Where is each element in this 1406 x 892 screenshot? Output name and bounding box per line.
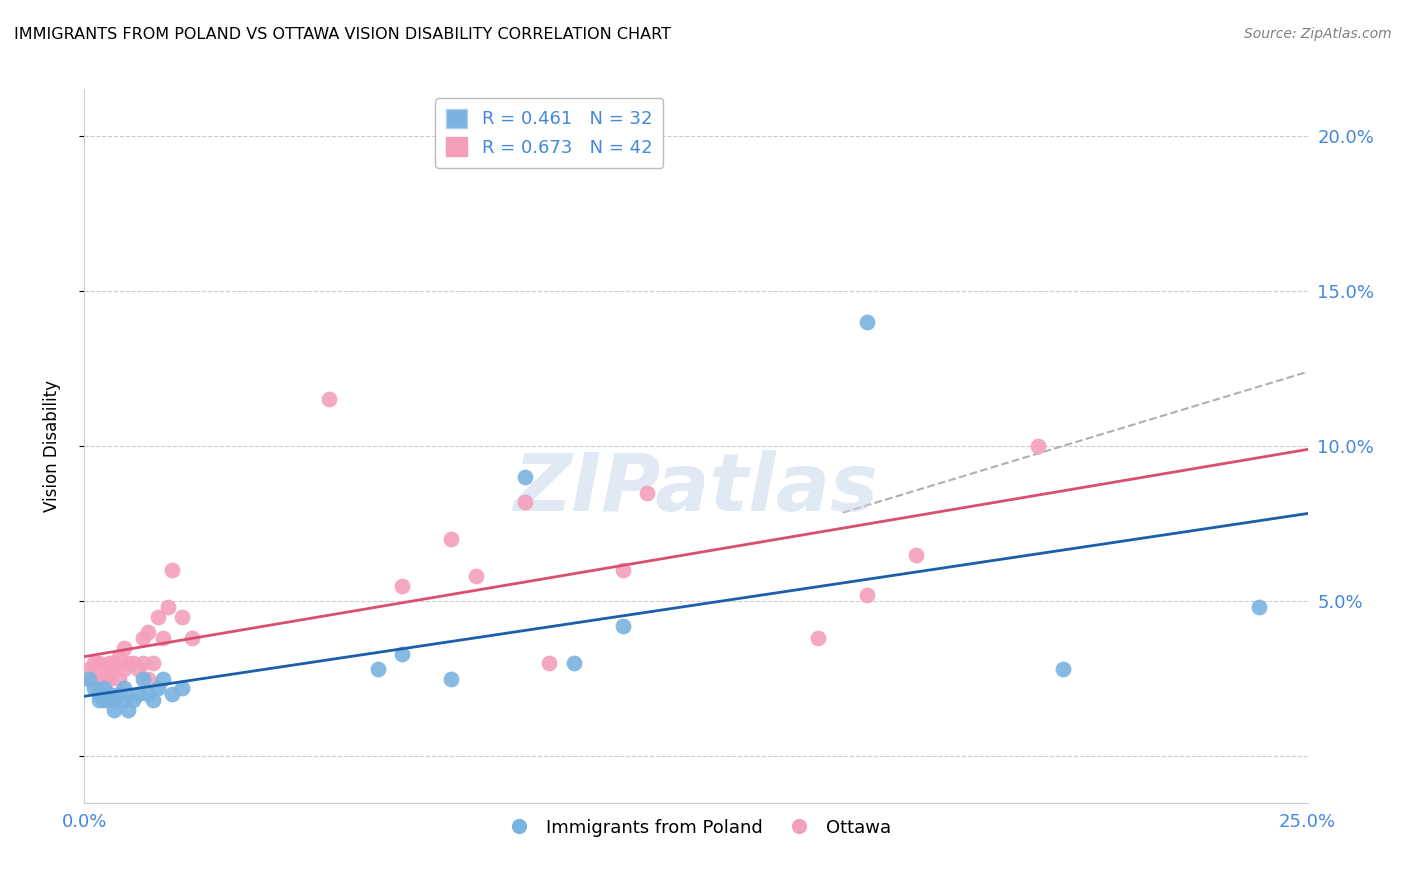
Point [562,656,585,670]
Point [107,687,129,701]
Point [97,687,120,701]
Point [513,470,536,484]
Point [856,588,879,602]
Point [122,693,145,707]
Point [97,693,120,707]
Point [636,485,658,500]
Point [127,687,149,701]
Point [83,656,105,670]
Point [112,693,135,707]
Point [93,693,115,707]
Point [905,548,928,562]
Point [87,687,110,701]
Point [87,656,110,670]
Point [440,672,463,686]
Point [77,662,100,676]
Point [103,656,125,670]
Legend: Immigrants from Poland, Ottawa: Immigrants from Poland, Ottawa [494,812,898,844]
Point [612,563,634,577]
Point [103,662,125,676]
Point [146,609,169,624]
Point [172,609,194,624]
Point [162,687,184,701]
Point [152,632,174,646]
Point [112,681,135,695]
Point [93,681,115,695]
Point [136,672,159,686]
Point [612,619,634,633]
Point [112,662,135,676]
Point [117,656,139,670]
Point [127,662,149,676]
Point [136,625,159,640]
Point [391,579,413,593]
Point [97,656,120,670]
Text: IMMIGRANTS FROM POLAND VS OTTAWA VISION DISABILITY CORRELATION CHART: IMMIGRANTS FROM POLAND VS OTTAWA VISION … [14,27,671,42]
Point [142,693,165,707]
Point [1052,662,1074,676]
Y-axis label: Vision Disability: Vision Disability [42,380,60,512]
Point [132,672,155,686]
Point [107,650,129,665]
Point [112,640,135,655]
Point [77,672,100,686]
Point [464,569,486,583]
Point [1028,439,1050,453]
Point [856,315,879,329]
Point [391,647,413,661]
Point [146,681,169,695]
Point [172,681,194,695]
Point [122,656,145,670]
Point [103,693,125,707]
Point [97,672,120,686]
Point [440,532,463,546]
Point [367,662,389,676]
Point [1247,600,1270,615]
Point [77,672,100,686]
Point [181,632,204,646]
Point [132,632,155,646]
Point [152,672,174,686]
Point [807,632,830,646]
Point [156,600,179,615]
Point [513,495,536,509]
Text: ZIPatlas: ZIPatlas [513,450,879,528]
Point [132,656,155,670]
Point [318,392,340,407]
Point [87,693,110,707]
Point [117,703,139,717]
Point [162,563,184,577]
Point [142,656,165,670]
Point [93,662,115,676]
Point [538,656,561,670]
Point [136,687,159,701]
Text: Source: ZipAtlas.com: Source: ZipAtlas.com [1244,27,1392,41]
Point [107,672,129,686]
Point [83,681,105,695]
Point [103,703,125,717]
Point [87,672,110,686]
Point [93,672,115,686]
Point [83,672,105,686]
